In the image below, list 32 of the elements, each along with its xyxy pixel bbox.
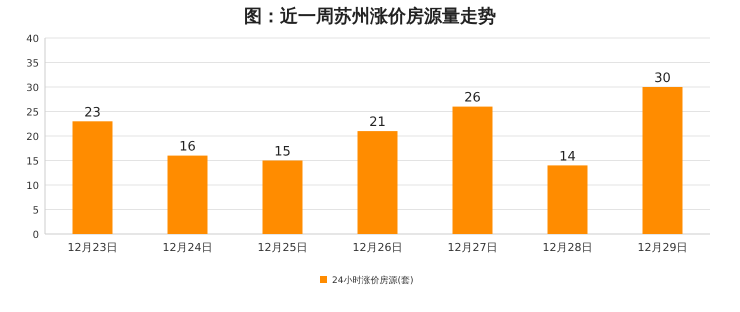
y-tick-label: 35 — [26, 58, 39, 70]
bar — [358, 131, 398, 234]
x-tick-label: 12月27日 — [448, 241, 498, 254]
y-tick-label: 10 — [26, 181, 39, 192]
y-tick-label: 30 — [26, 83, 39, 94]
bar — [548, 165, 588, 234]
x-tick-label: 12月29日 — [638, 241, 688, 254]
y-tick-label: 5 — [32, 206, 39, 216]
bar — [452, 106, 492, 234]
x-tick-label: 12月24日 — [162, 241, 212, 254]
y-tick-label: 0 — [32, 230, 39, 241]
legend-label: 24小时涨价房源(套) — [332, 275, 414, 286]
y-tick-label: 20 — [26, 132, 39, 143]
x-tick-label: 12月28日 — [542, 241, 592, 254]
bar — [642, 87, 682, 234]
x-tick-label: 12月25日 — [258, 241, 308, 254]
data-label: 21 — [369, 115, 386, 130]
bar — [262, 160, 302, 234]
x-tick-label: 12月26日 — [352, 241, 402, 254]
data-label: 30 — [654, 71, 671, 86]
data-label: 16 — [179, 140, 196, 155]
x-tick-label: 12月23日 — [68, 241, 118, 254]
y-tick-label: 15 — [26, 156, 39, 168]
data-label: 14 — [559, 149, 576, 164]
y-tick-label: 40 — [26, 34, 39, 45]
data-label: 23 — [84, 105, 101, 120]
bar — [168, 156, 208, 234]
data-label: 26 — [464, 90, 481, 106]
y-tick-label: 25 — [26, 108, 39, 118]
chart-title: 图：近一周苏州涨价房源量走势 — [244, 6, 496, 27]
bar — [72, 121, 112, 234]
data-label: 15 — [274, 144, 291, 160]
